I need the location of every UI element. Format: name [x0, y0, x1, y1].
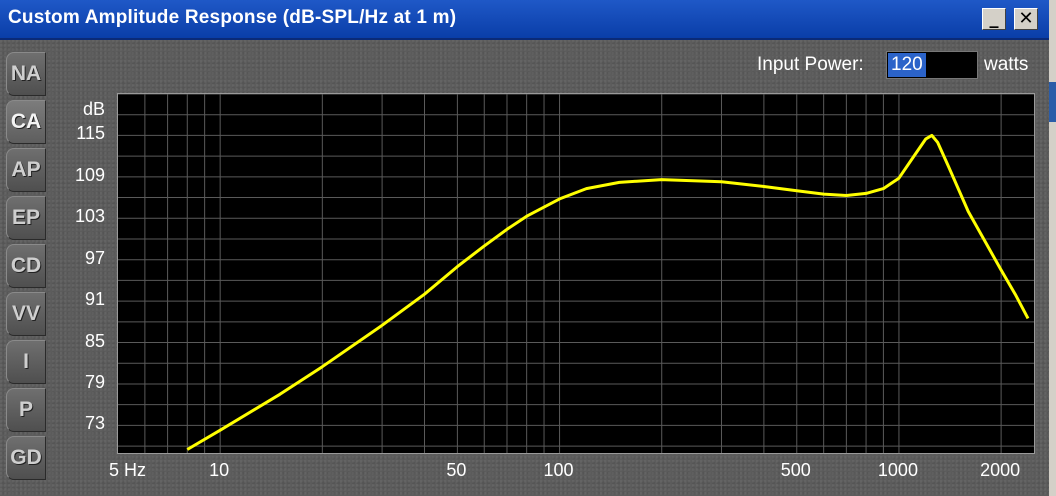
minimize-icon: _ — [989, 8, 999, 29]
input-power-value: 120 — [888, 53, 926, 77]
tab-ap[interactable]: AP — [6, 148, 46, 192]
tab-vv[interactable]: VV — [6, 292, 46, 336]
tab-label: NA — [10, 62, 42, 85]
x-tick-label: 2000 — [980, 460, 1021, 480]
tab-label: I — [23, 350, 29, 373]
background-window-edge — [1049, 0, 1056, 496]
x-tick-label: 5 Hz — [109, 460, 147, 480]
tab-label: CA — [10, 110, 42, 133]
y-tick-label: 91 — [84, 289, 105, 310]
tab-label: CD — [10, 254, 42, 277]
x-tick-label: 500 — [780, 460, 811, 480]
y-axis-title: dB — [82, 99, 105, 119]
y-tick-label: 97 — [84, 247, 105, 268]
y-tick-label: 85 — [84, 330, 105, 351]
y-tick-label: 79 — [84, 371, 105, 392]
response-curve — [186, 133, 1030, 451]
y-tick-label: 115 — [76, 123, 105, 144]
tab-gd[interactable]: GD — [6, 436, 46, 480]
input-power-unit: watts — [984, 54, 1029, 75]
x-tick-label: 10 — [209, 460, 230, 480]
input-power-field[interactable]: 120 — [886, 51, 978, 79]
tab-ca[interactable]: CA — [6, 100, 46, 144]
input-power-label: Input Power: — [757, 54, 864, 75]
minimize-button[interactable]: _ — [982, 8, 1006, 30]
window-title: Custom Amplitude Response (dB-SPL/Hz at … — [8, 7, 457, 28]
tab-label: EP — [11, 206, 40, 229]
response-chart — [118, 94, 1034, 453]
tab-label: P — [18, 398, 33, 421]
plot-area[interactable] — [117, 93, 1035, 454]
tab-label: GD — [10, 446, 42, 469]
x-tick-label: 100 — [543, 460, 574, 480]
x-tick-label: 50 — [446, 460, 467, 480]
y-tick-label: 103 — [74, 206, 105, 227]
y-tick-label: 109 — [74, 164, 105, 185]
tab-cd[interactable]: CD — [6, 244, 46, 288]
tab-p[interactable]: P — [6, 388, 46, 432]
tab-ep[interactable]: EP — [6, 196, 46, 240]
tab-label: VV — [11, 302, 40, 325]
y-tick-label: 73 — [84, 413, 105, 434]
tab-i[interactable]: I — [6, 340, 46, 384]
close-button[interactable]: ✕ — [1014, 8, 1038, 30]
title-bar[interactable]: Custom Amplitude Response (dB-SPL/Hz at … — [0, 0, 1049, 40]
close-icon: ✕ — [1018, 8, 1034, 29]
tab-label: AP — [11, 158, 41, 181]
tab-na[interactable]: NA — [6, 52, 46, 96]
x-tick-label: 1000 — [877, 460, 918, 480]
